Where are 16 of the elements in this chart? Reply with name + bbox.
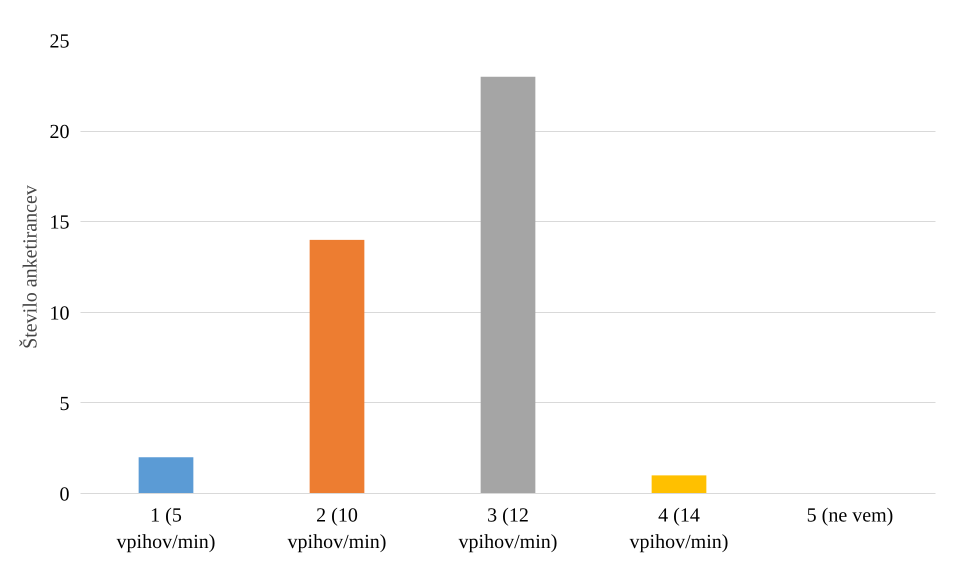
x-tick-label: 4 (14 vpihov/min) xyxy=(630,504,728,553)
x-tick-label: 3 (12 vpihov/min) xyxy=(458,504,558,553)
y-tick-label: 0 xyxy=(60,484,70,506)
bar xyxy=(480,76,536,494)
x-tick-label: 1 (5 vpihov/min) xyxy=(116,504,216,553)
x-tick-label: 5 (ne vem) xyxy=(806,504,894,526)
bar xyxy=(310,240,364,494)
y-tick-label: 15 xyxy=(50,212,70,234)
bar xyxy=(652,475,706,494)
x-tick-label: 2 (10 vpihov/min) xyxy=(288,504,386,553)
y-tick-label: 5 xyxy=(60,392,70,415)
y-axis-title: Število anketirancev xyxy=(18,185,42,349)
y-tick-label: 25 xyxy=(50,30,70,52)
y-tick-label: 20 xyxy=(50,121,70,144)
bar xyxy=(138,457,194,494)
y-tick-label: 10 xyxy=(50,302,70,324)
